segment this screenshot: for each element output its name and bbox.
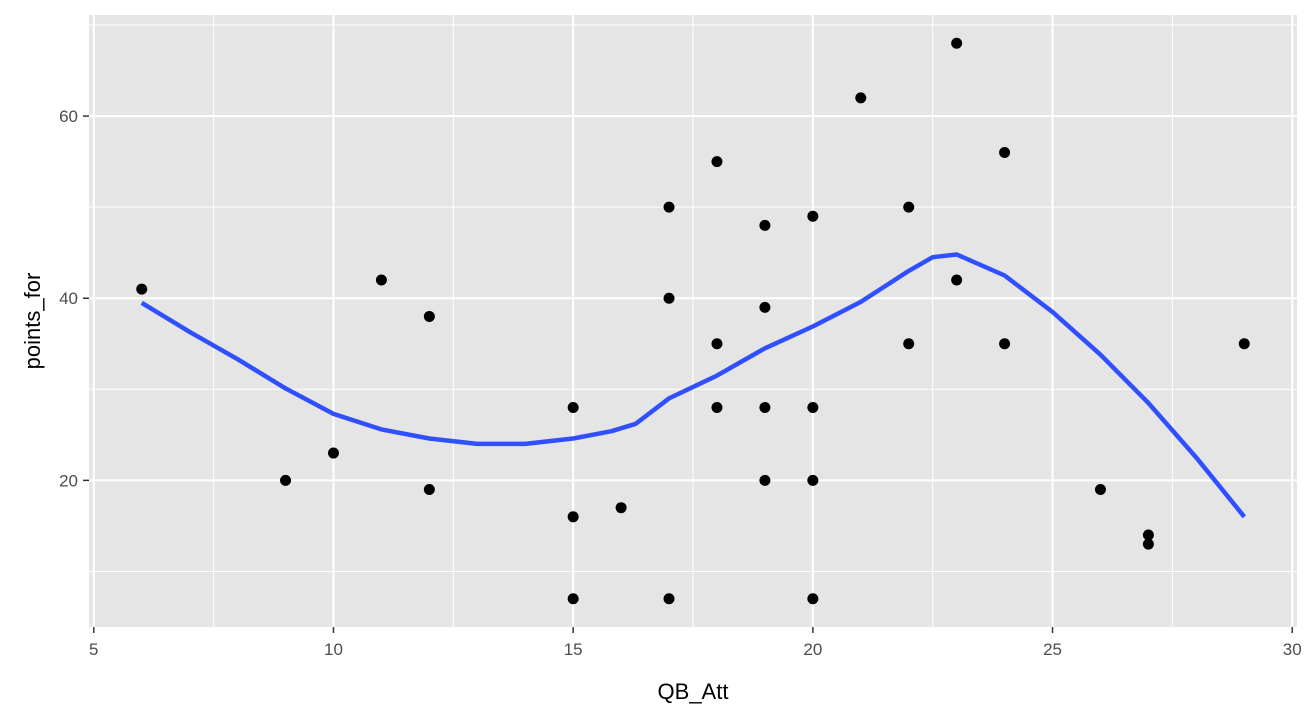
points-layer xyxy=(136,37,1250,605)
smooth-line xyxy=(140,252,1247,519)
data-point xyxy=(327,447,339,459)
smooth-line-layer xyxy=(140,252,1247,519)
x-tick-label: 25 xyxy=(1043,640,1062,659)
data-point xyxy=(807,474,819,486)
data-point xyxy=(855,92,867,104)
x-tick-label: 30 xyxy=(1283,640,1302,659)
y-axis: 20 40 60 xyxy=(59,107,89,490)
data-point xyxy=(999,338,1011,350)
x-tick-label: 15 xyxy=(564,640,583,659)
data-point xyxy=(567,511,579,523)
data-point xyxy=(423,483,435,495)
data-point xyxy=(807,593,819,605)
data-point xyxy=(903,201,915,213)
data-point xyxy=(759,402,771,414)
y-tick-label: 40 xyxy=(59,289,78,308)
data-point xyxy=(903,338,915,350)
data-point xyxy=(663,201,675,213)
data-point xyxy=(759,301,771,313)
x-axis-title: QB_Att xyxy=(658,679,729,704)
y-axis-title: points_for xyxy=(20,273,45,370)
data-point xyxy=(567,593,579,605)
data-point xyxy=(807,402,819,414)
data-point xyxy=(280,474,292,486)
data-point xyxy=(999,147,1011,159)
data-point xyxy=(1142,529,1154,541)
data-point xyxy=(136,283,148,295)
x-axis: 5 10 15 20 25 30 xyxy=(89,627,1302,659)
data-point xyxy=(807,210,819,222)
data-point xyxy=(423,310,435,322)
data-point xyxy=(951,37,963,49)
data-point xyxy=(711,156,723,168)
data-point xyxy=(711,338,723,350)
data-point xyxy=(1094,483,1106,495)
data-point xyxy=(663,292,675,304)
data-point xyxy=(615,502,627,514)
data-point xyxy=(663,593,675,605)
data-point xyxy=(759,474,771,486)
data-point xyxy=(567,402,579,414)
data-point xyxy=(1238,338,1250,350)
data-point xyxy=(759,219,771,231)
data-point xyxy=(951,274,963,286)
y-tick-label: 60 xyxy=(59,107,78,126)
data-point xyxy=(1142,538,1154,550)
x-tick-label: 10 xyxy=(324,640,343,659)
data-point xyxy=(711,402,723,414)
y-tick-label: 20 xyxy=(59,471,78,490)
x-tick-label: 5 xyxy=(89,640,98,659)
x-tick-label: 20 xyxy=(803,640,822,659)
data-point xyxy=(375,274,387,286)
